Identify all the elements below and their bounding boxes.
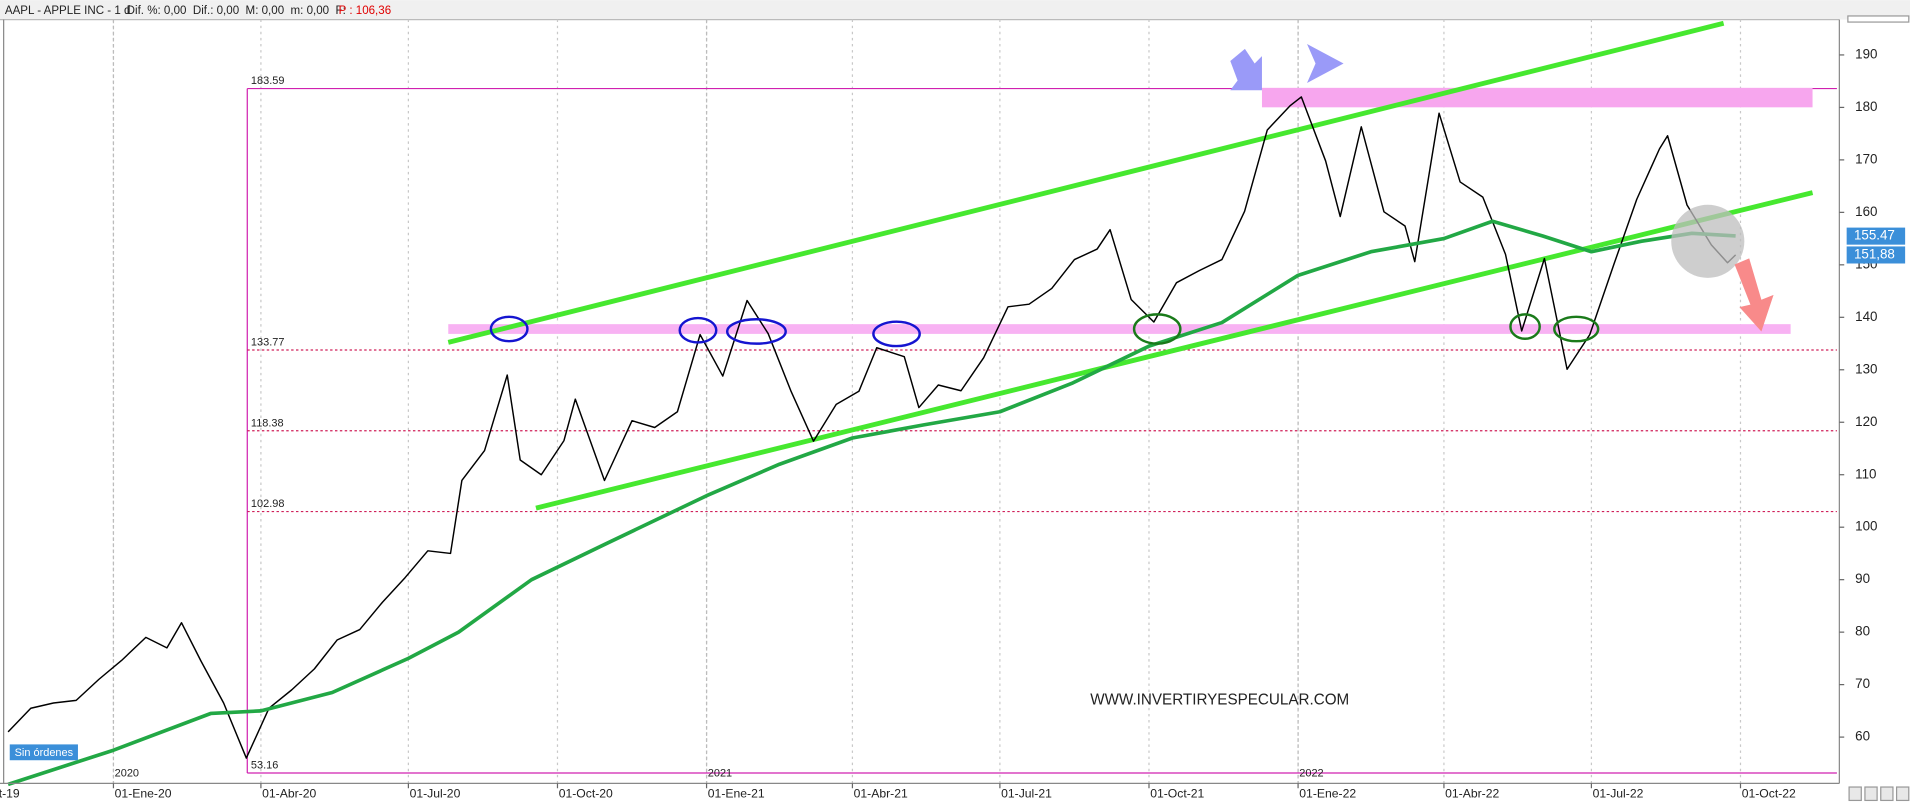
highlight-ellipse xyxy=(1132,313,1182,345)
toolbar-button[interactable] xyxy=(1848,786,1862,802)
plot-layer xyxy=(7,96,1737,787)
price-badge-label: 151,88 xyxy=(1854,246,1895,261)
price-badge xyxy=(1846,227,1906,245)
scroll-handle[interactable] xyxy=(1847,15,1910,23)
y-tick-label: 60 xyxy=(1855,729,1870,744)
year-label: 2021 xyxy=(708,768,732,780)
fib-level-label: 118.38 xyxy=(251,417,284,429)
x-tick-label: 01-Jul-20 xyxy=(410,787,461,801)
highlight-ellipse xyxy=(678,316,718,344)
arrow xyxy=(1307,43,1344,83)
x-tick-label: 01-Ene-21 xyxy=(708,787,765,801)
x-tick-label: 01-Oct-19 xyxy=(0,787,20,801)
fib-level-label: 133.77 xyxy=(251,337,285,349)
x-tick-label: 01-Jul-21 xyxy=(1001,787,1052,801)
moving-average-line xyxy=(7,219,1736,787)
y-tick-label: 120 xyxy=(1855,414,1877,429)
x-tick-label: 01-Abr-22 xyxy=(1445,787,1499,801)
y-tick-label: 100 xyxy=(1855,519,1877,534)
header-bar xyxy=(0,0,1910,20)
year-label: 2022 xyxy=(1299,768,1323,780)
price-line xyxy=(7,96,1737,759)
highlight-circle xyxy=(1671,204,1745,278)
y-tick-label: 130 xyxy=(1855,361,1877,376)
fib-level-label: 53.16 xyxy=(251,760,278,772)
fib-level-label: 102.98 xyxy=(251,498,285,510)
toolbar-button[interactable] xyxy=(1895,786,1910,802)
status-text: Sin órdenes xyxy=(15,747,74,759)
y-tick-label: 110 xyxy=(1855,466,1876,481)
support-zone xyxy=(448,324,1791,334)
header-stats: Dif. %: 0,00 Dif.: 0,00 M: 0,00 m: 0,00 … xyxy=(127,5,346,17)
resistance-zone xyxy=(1261,87,1813,108)
arrow xyxy=(1734,258,1774,332)
x-tick-label: 01-Abr-20 xyxy=(262,787,316,801)
y-tick-label: 160 xyxy=(1855,204,1877,219)
header-title: AAPL - APPLE INC - 1 d xyxy=(5,5,131,17)
y-tick-label: 90 xyxy=(1855,571,1870,586)
fib-level-label: 183.59 xyxy=(251,75,285,87)
y-tick-label: 80 xyxy=(1855,624,1870,639)
highlight-ellipse xyxy=(489,315,529,343)
price-badge-label: 155.47 xyxy=(1854,228,1895,243)
header-price: P : 106,36 xyxy=(339,5,392,17)
y-tick-label: 180 xyxy=(1855,99,1877,114)
x-tick-label: 01-Oct-20 xyxy=(559,787,613,801)
highlight-ellipse xyxy=(1553,315,1600,343)
x-tick-label: 01-Abr-21 xyxy=(854,787,908,801)
year-label: 2020 xyxy=(115,768,139,780)
x-tick-label: 01-Ene-20 xyxy=(115,787,172,801)
x-tick-label: 01-Ene-22 xyxy=(1299,787,1356,801)
upper-trend-line xyxy=(447,20,1725,345)
x-tick-label: 01-Oct-22 xyxy=(1742,787,1796,801)
y-tick-label: 190 xyxy=(1855,46,1877,61)
toolbar-button[interactable] xyxy=(1880,786,1894,802)
highlight-ellipse xyxy=(872,320,921,348)
status-badge xyxy=(9,744,78,761)
axis-layer: 6070809010011012013014015016017018019001… xyxy=(0,46,1906,801)
annotation-layer xyxy=(447,20,1814,511)
lower-trend-line xyxy=(535,190,1814,511)
x-tick-label: 01-Oct-21 xyxy=(1150,787,1204,801)
y-tick-label: 70 xyxy=(1855,676,1870,691)
highlight-ellipse xyxy=(725,318,787,345)
toolbar-button[interactable] xyxy=(1864,786,1878,802)
y-tick-label: 170 xyxy=(1855,151,1877,166)
markers xyxy=(489,43,1774,348)
y-tick-label: 140 xyxy=(1855,309,1877,324)
watermark: WWW.INVERTIRYESPECULAR.COM xyxy=(1090,692,1349,709)
price-badge xyxy=(1846,246,1906,264)
highlight-ellipse xyxy=(1509,313,1541,340)
x-tick-label: 01-Jul-22 xyxy=(1593,787,1644,801)
arrow xyxy=(1230,48,1262,91)
